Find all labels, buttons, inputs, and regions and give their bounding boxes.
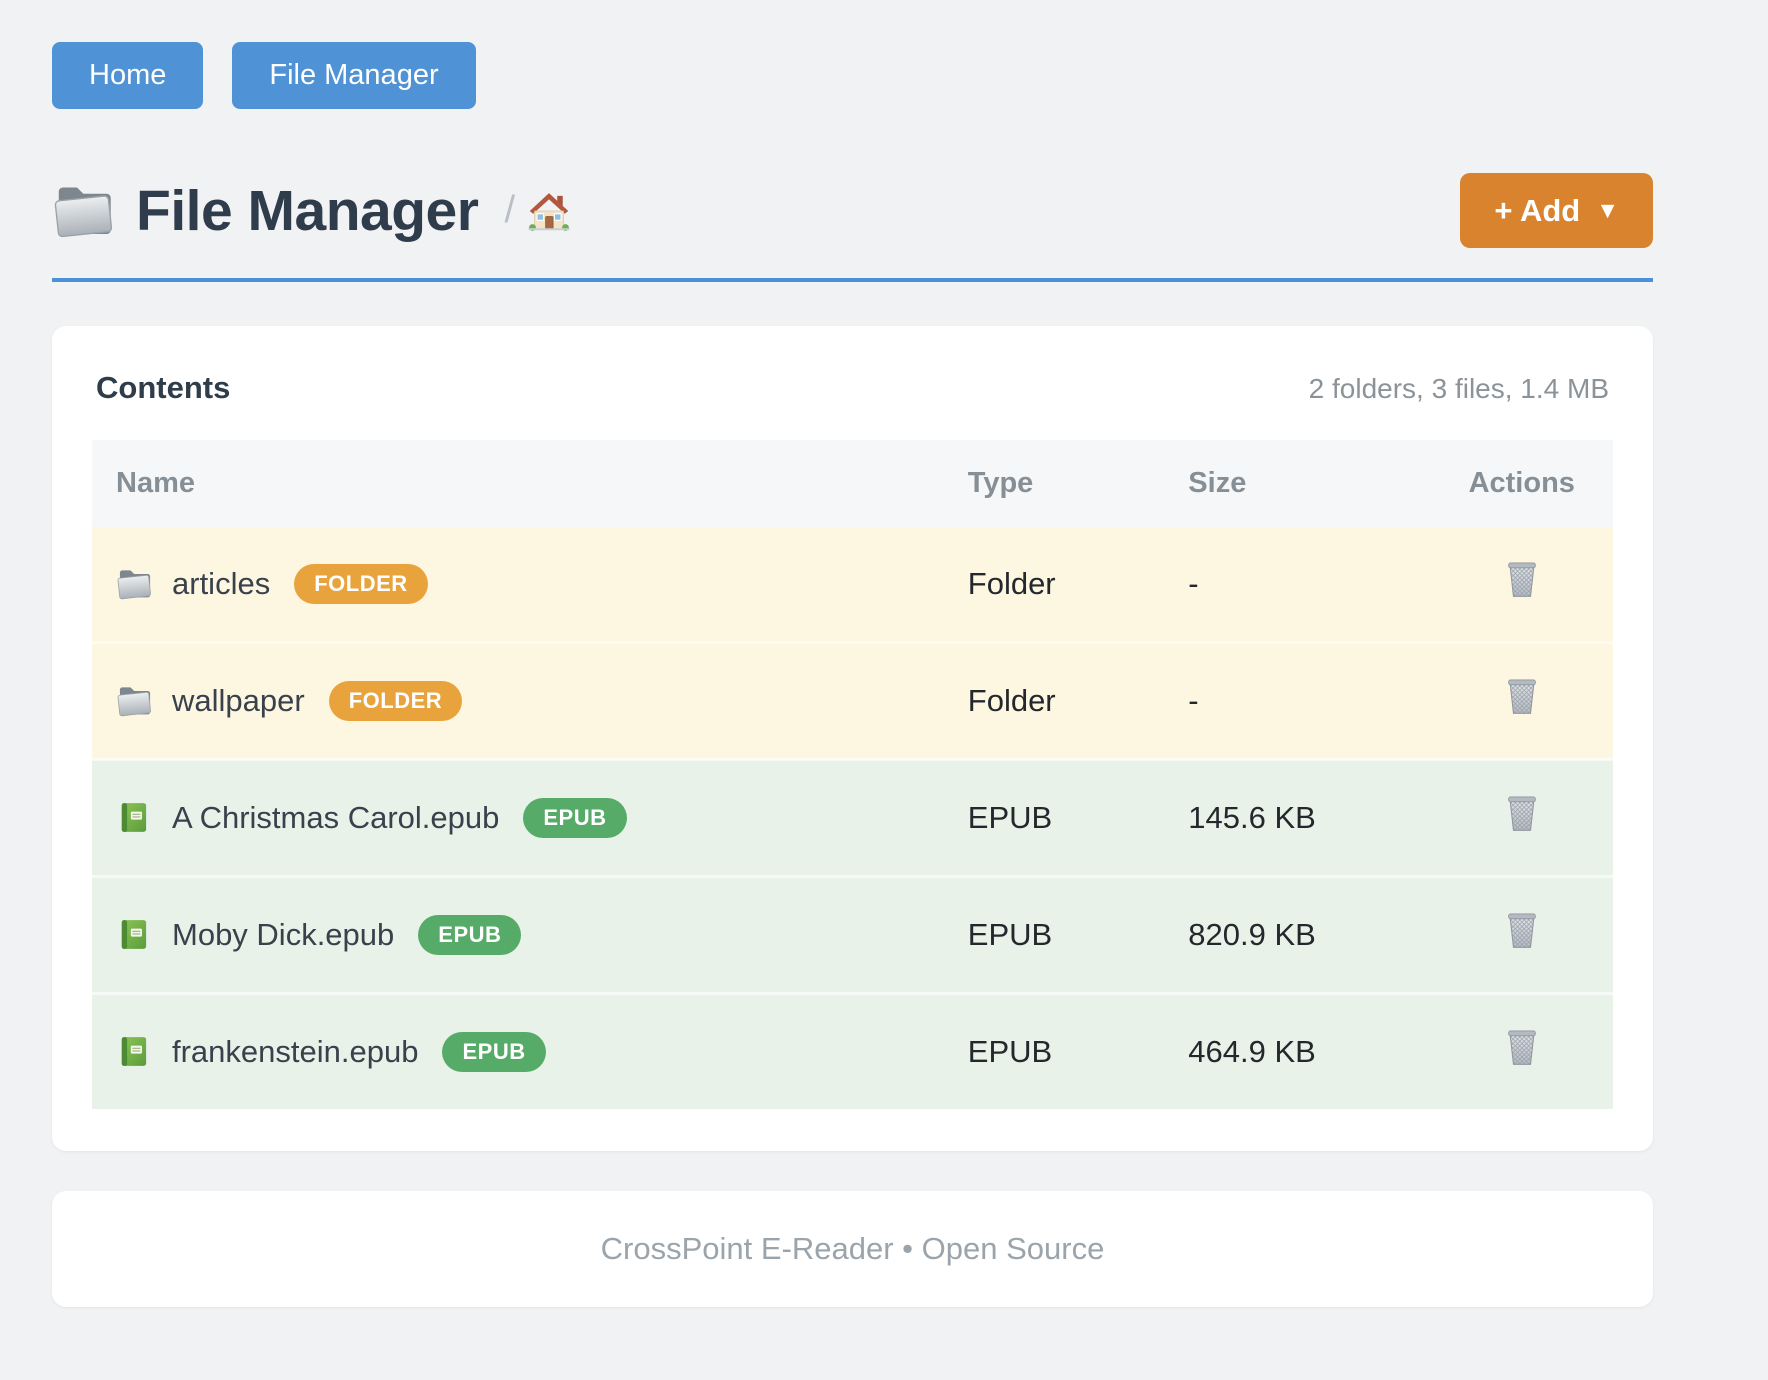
table-row[interactable]: A Christmas Carol.epub EPUB EPUB 145.6 K… xyxy=(92,758,1613,877)
delete-button[interactable] xyxy=(1505,677,1539,717)
table-row[interactable]: wallpaper FOLDER Folder - xyxy=(92,641,1613,760)
trash-icon xyxy=(1507,913,1536,948)
footer-text: CrossPoint E-Reader • Open Source xyxy=(600,1231,1105,1266)
contents-card-header: Contents 2 folders, 3 files, 1.4 MB xyxy=(92,370,1613,406)
file-name[interactable]: A Christmas Carol.epub xyxy=(172,800,500,835)
column-header-size: Size xyxy=(1164,440,1431,527)
table-header-row: Name Type Size Actions xyxy=(92,440,1613,527)
size-cell: 464.9 KB xyxy=(1164,992,1431,1109)
file-name[interactable]: frankenstein.epub xyxy=(172,1034,419,1069)
green-book-icon xyxy=(121,802,149,833)
table-row[interactable]: Moby Dick.epub EPUB EPUB 820.9 KB xyxy=(92,875,1613,994)
type-cell: EPUB xyxy=(943,875,1165,994)
folder-badge: FOLDER xyxy=(294,564,428,604)
table-row[interactable]: frankenstein.epub EPUB EPUB 464.9 KB xyxy=(92,992,1613,1109)
nav-file-manager-button[interactable]: File Manager xyxy=(232,42,476,109)
trash-icon xyxy=(1507,562,1536,597)
file-table: Name Type Size Actions articles FOLDER xyxy=(92,440,1613,1109)
type-cell: Folder xyxy=(943,641,1165,760)
size-cell: 145.6 KB xyxy=(1164,758,1431,877)
type-cell: EPUB xyxy=(943,992,1165,1109)
folder-icon xyxy=(54,186,113,238)
epub-badge: EPUB xyxy=(418,915,522,955)
file-name[interactable]: articles xyxy=(172,566,271,601)
delete-button[interactable] xyxy=(1505,560,1539,600)
column-header-actions: Actions xyxy=(1430,440,1613,527)
delete-button[interactable] xyxy=(1505,911,1539,951)
trash-icon xyxy=(1507,796,1536,831)
green-book-icon xyxy=(121,919,149,950)
house-icon[interactable] xyxy=(527,189,571,233)
size-cell: - xyxy=(1164,527,1431,643)
header-divider xyxy=(52,278,1653,282)
top-nav: Home File Manager xyxy=(52,42,1653,109)
contents-card: Contents 2 folders, 3 files, 1.4 MB Name… xyxy=(52,326,1653,1151)
folder-icon xyxy=(117,686,152,717)
file-name[interactable]: Moby Dick.epub xyxy=(172,917,395,952)
contents-summary: 2 folders, 3 files, 1.4 MB xyxy=(1308,373,1609,404)
folder-icon xyxy=(117,569,152,600)
breadcrumb: / xyxy=(504,189,571,233)
size-cell: 820.9 KB xyxy=(1164,875,1431,994)
footer: CrossPoint E-Reader • Open Source xyxy=(52,1191,1653,1307)
type-cell: Folder xyxy=(943,527,1165,643)
page-title: File Manager xyxy=(136,178,479,243)
add-button-label: + Add xyxy=(1494,193,1581,228)
add-button[interactable]: + Add ▼ xyxy=(1460,173,1653,248)
table-row[interactable]: articles FOLDER Folder - xyxy=(92,527,1613,643)
trash-icon xyxy=(1507,679,1536,714)
folder-badge: FOLDER xyxy=(328,681,463,721)
trash-icon xyxy=(1507,1030,1536,1065)
epub-badge: EPUB xyxy=(442,1032,546,1072)
delete-button[interactable] xyxy=(1505,1028,1539,1068)
delete-button[interactable] xyxy=(1505,794,1539,834)
column-header-name: Name xyxy=(92,440,944,527)
type-cell: EPUB xyxy=(943,758,1165,877)
green-book-icon xyxy=(121,1036,149,1067)
nav-home-button[interactable]: Home xyxy=(52,42,204,109)
breadcrumb-separator: / xyxy=(504,189,515,231)
size-cell: - xyxy=(1164,641,1431,760)
contents-title: Contents xyxy=(96,370,231,405)
page-header: File Manager / + Add ▼ xyxy=(52,173,1653,248)
file-name[interactable]: wallpaper xyxy=(172,683,305,718)
page-container: Home File Manager File Manager / + Add ▼… xyxy=(52,0,1653,1307)
column-header-type: Type xyxy=(943,440,1165,527)
epub-badge: EPUB xyxy=(523,798,627,838)
caret-down-icon: ▼ xyxy=(1596,197,1619,223)
